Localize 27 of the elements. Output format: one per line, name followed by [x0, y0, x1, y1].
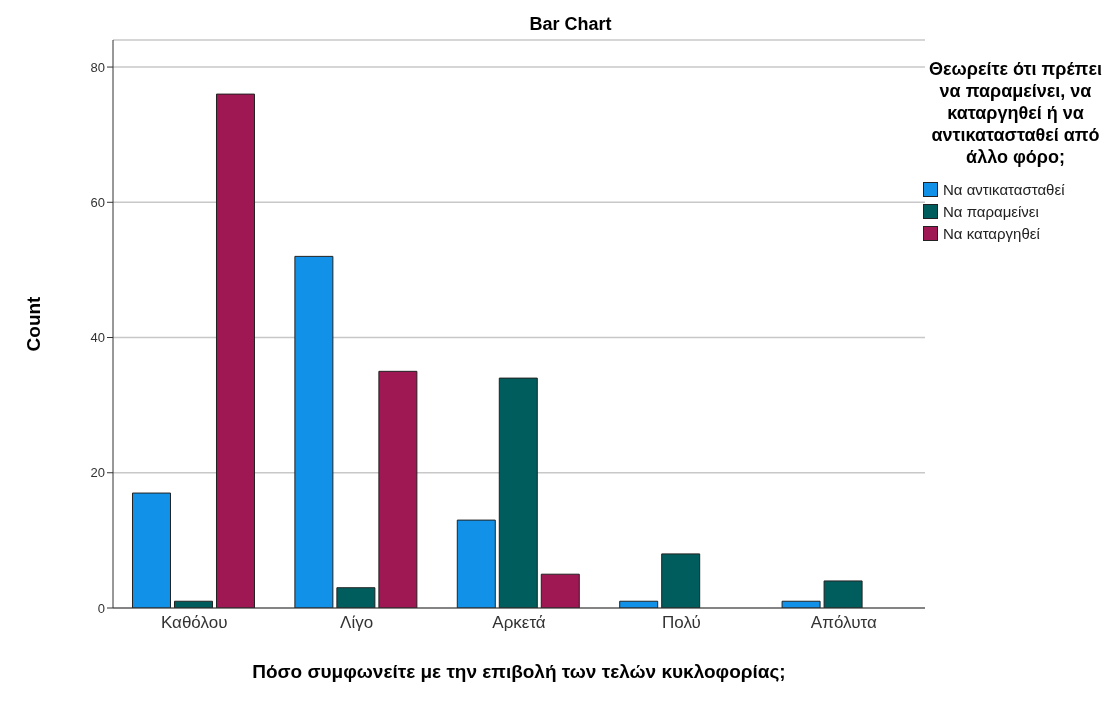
- y-tick-label: 20: [90, 465, 105, 481]
- bar: [823, 580, 863, 608]
- y-axis-title: Count: [22, 295, 44, 352]
- legend-label: Να αντικατασταθεί: [942, 179, 1066, 200]
- x-tick-label: Απόλυτα: [810, 613, 877, 633]
- bar: [336, 587, 376, 608]
- bar: [661, 553, 701, 608]
- x-tick-label: Λίγο: [340, 613, 374, 633]
- bar: [540, 573, 580, 608]
- x-tick-label: Αρκετά: [492, 613, 546, 633]
- chart-title: Bar Chart: [528, 14, 613, 35]
- y-tick-label: 60: [90, 194, 105, 210]
- bar: [456, 519, 496, 608]
- legend-label: Να καταργηθεί: [942, 223, 1041, 244]
- bar: [498, 377, 538, 608]
- y-tick-label: 40: [90, 330, 105, 346]
- y-tick-label: 80: [90, 59, 105, 75]
- bar: [215, 93, 255, 608]
- y-tick-label: 0: [97, 600, 105, 616]
- bar: [294, 255, 334, 608]
- bar: [131, 492, 171, 608]
- bar: [378, 370, 418, 608]
- x-tick-label: Πολύ: [661, 613, 701, 633]
- x-axis-title: Πόσο συμφωνείτε με την επιβολή των τελών κυκλοφορίας;: [252, 661, 786, 682]
- x-tick-label: Καθόλου: [160, 613, 228, 633]
- legend-label: Να παραμείνει: [942, 201, 1040, 222]
- legend-title: Θεωρείτε ότι πρέπει να παραμείνει, να καταργηθεί ή να αντικατασταθεί από άλλο φόρο;: [928, 58, 1103, 168]
